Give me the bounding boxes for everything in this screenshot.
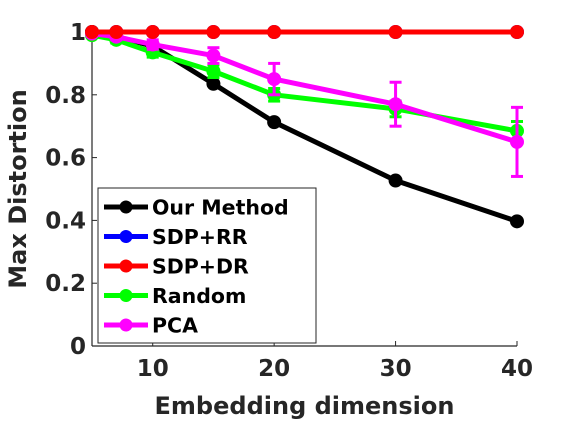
data-point [206,76,221,91]
legend-item: Random [104,284,246,308]
y-tick-label: 0.6 [45,146,86,172]
data-point [388,25,403,39]
data-point [206,25,221,39]
series-sdp-dr [85,25,524,39]
x-tick-label: 20 [258,356,290,382]
legend-item: SDP+DR [104,255,249,279]
y-tick-label: 0.8 [45,83,86,109]
legend-item: SDP+RR [104,225,248,249]
data-point [109,25,124,39]
x-tick-label: 10 [137,356,169,382]
legend: Our Method SDP+RR SDP+DR Random PCA [97,187,317,344]
data-point [388,97,403,112]
legend-item: Our Method [104,196,289,220]
legend-label: Random [152,284,246,308]
y-axis-label: Max Distortion [4,89,32,288]
data-point [206,48,221,63]
data-point [267,72,282,87]
data-point [267,115,282,130]
y-tick-label: 0 [70,334,86,360]
data-point [510,214,524,229]
data-point [145,25,160,39]
x-tick-label: 30 [380,356,412,382]
data-point [206,64,221,79]
x-tick-label: 40 [501,356,533,382]
legend-label: Our Method [152,196,289,220]
y-tick-label: 1 [70,20,86,46]
legend-swatch-marker [119,230,133,243]
y-tick-label: 0.2 [45,271,86,297]
data-point [267,25,282,39]
axes: 10 20 30 40 0 0.2 0.4 0.6 0.8 1 [45,20,533,382]
legend-swatch-marker [119,200,133,214]
legend-swatch-marker [119,289,133,302]
data-point [388,173,403,188]
legend-label: SDP+DR [152,255,249,279]
legend-swatch-marker [119,259,133,273]
legend-label: PCA [152,314,198,338]
x-axis-label: Embedding dimension [155,392,455,420]
data-point [510,134,524,149]
legend-item: PCA [104,314,198,338]
data-point [145,37,160,52]
series-layer [85,25,524,229]
y-tick-label: 0.4 [45,208,86,234]
data-point [85,25,99,39]
data-point [510,25,524,39]
legend-label: SDP+RR [152,225,248,249]
legend-swatch-marker [119,318,133,332]
